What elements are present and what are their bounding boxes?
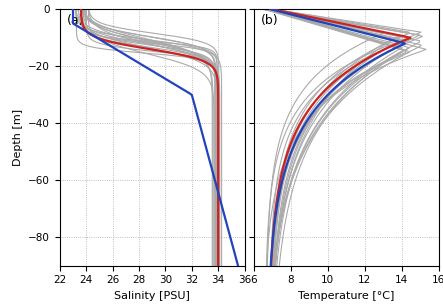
X-axis label: Temperature [°C]: Temperature [°C] <box>298 291 394 301</box>
Y-axis label: Depth [m]: Depth [m] <box>13 109 23 166</box>
Text: (a): (a) <box>67 14 85 27</box>
X-axis label: Salinity [PSU]: Salinity [PSU] <box>114 291 190 301</box>
Text: (b): (b) <box>261 14 279 27</box>
